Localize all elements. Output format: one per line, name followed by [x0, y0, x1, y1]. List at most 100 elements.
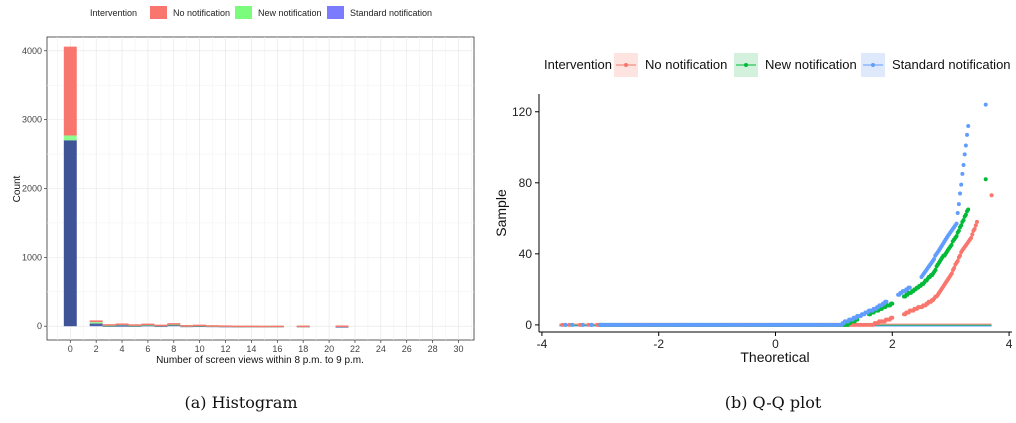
qq-point-no — [586, 322, 591, 327]
histogram-bar-no — [167, 323, 181, 325]
histogram-bar-std — [115, 325, 129, 327]
qq-point-std — [884, 299, 889, 304]
histogram-y-tick-label: 4000 — [22, 46, 42, 56]
qq-point-std — [954, 221, 959, 226]
qq-point-std — [589, 322, 594, 327]
histogram-bar-no — [270, 325, 284, 328]
qq-legend-label-new: New notification — [765, 57, 857, 72]
histogram-bar-no — [154, 324, 168, 327]
histogram-bar-std — [89, 323, 103, 327]
histogram-x-tick-label: 10 — [195, 344, 205, 354]
histogram-y-tick-label: 3000 — [22, 115, 42, 125]
histogram-bar-std — [63, 140, 77, 327]
qq-point-new — [954, 234, 959, 239]
histogram-legend-swatch-no — [150, 6, 167, 19]
qq-y-tick-label: 120 — [512, 105, 532, 119]
qq-point-no — [952, 266, 957, 271]
qq-y-axis-label: Sample — [493, 189, 509, 237]
qq-point-std — [959, 182, 964, 187]
histogram-y-tick-label: 2000 — [22, 184, 42, 194]
qq-legend-label-std: Standard notification — [892, 57, 1011, 72]
qq-point-std — [956, 202, 961, 207]
qq-point-std — [932, 257, 937, 262]
qq-point-std — [907, 285, 912, 290]
histogram-x-tick-label: 18 — [298, 344, 308, 354]
qq-point-std — [570, 322, 575, 327]
qq-legend-dot-no — [624, 63, 628, 67]
qq-x-tick-label: -4 — [537, 337, 548, 351]
qq-x-axis-label: Theoretical — [740, 349, 809, 365]
histogram-legend-swatch-std — [327, 6, 344, 19]
qq-point-new — [963, 212, 968, 217]
qq-point-no — [560, 322, 565, 327]
qq-legend-dot-std — [871, 63, 875, 67]
qq-point-new — [959, 223, 964, 228]
qq-point-no — [955, 258, 960, 263]
histogram-legend-swatch-new — [235, 6, 252, 19]
qq-point-no — [949, 271, 954, 276]
qq-y-tick-label: 80 — [519, 176, 533, 190]
qq-point-std — [563, 322, 568, 327]
histogram-x-tick-label: 22 — [350, 344, 360, 354]
histogram-x-tick-label: 30 — [453, 344, 463, 354]
histogram-x-tick-label: 0 — [68, 344, 73, 354]
qq-point-new — [949, 242, 954, 247]
histogram-bar-no — [206, 325, 220, 327]
histogram-legend: Intervention No notification New notific… — [90, 6, 432, 19]
qq-point-no — [989, 193, 994, 198]
qq-point-no — [577, 322, 582, 327]
histogram-caption: (a) Histogram — [184, 393, 297, 412]
histogram-bar-no — [141, 323, 155, 326]
qq-x-tick-label: 2 — [889, 337, 896, 351]
histogram-y-ticks: 0 1000 2000 3000 4000 — [22, 46, 47, 331]
qq-y-tick-label: 40 — [519, 247, 533, 261]
histogram-legend-title: Intervention — [90, 8, 137, 18]
qq-point-no — [958, 253, 963, 258]
qq-point-new — [956, 228, 961, 233]
qq-point-std — [580, 322, 585, 327]
histogram-y-tick-label: 1000 — [22, 252, 42, 262]
qq-legend-dot-new — [744, 63, 748, 67]
qq-point-std — [962, 152, 967, 157]
histogram-bar-new — [89, 322, 103, 324]
qq-caption: (b) Q-Q plot — [725, 393, 822, 412]
qq-legend: Intervention No notification New notific… — [544, 53, 1011, 77]
histogram-bar-no — [102, 324, 116, 326]
histogram-x-tick-label: 14 — [246, 344, 256, 354]
histogram-x-tick-label: 16 — [272, 344, 282, 354]
qq-x-ticks: -4 -2 0 2 4 — [537, 332, 1013, 351]
histogram-x-tick-label: 6 — [145, 344, 150, 354]
histogram-bar-no — [89, 320, 103, 323]
qq-y-tick-label: 0 — [525, 318, 532, 332]
histogram-bar-no — [180, 325, 194, 327]
qq-point-no — [973, 223, 978, 228]
histogram-legend-label-no: No notification — [173, 8, 230, 18]
histogram-bar-no — [232, 325, 245, 328]
qq-x-tick-label: 0 — [772, 337, 779, 351]
qq-point-std — [960, 171, 965, 176]
histogram-bar-no — [219, 325, 233, 327]
histogram-y-axis-label: Count — [12, 175, 23, 202]
qq-point-new — [983, 177, 988, 182]
histogram-x-axis-label: Number of screen views within 8 p.m. to … — [156, 355, 364, 366]
histogram-panel: Intervention No notification New notific… — [12, 6, 475, 412]
histogram-bar-no — [335, 325, 349, 327]
histogram-bar-new — [63, 135, 77, 141]
histogram-x-tick-label: 8 — [171, 344, 176, 354]
histogram-legend-label-new: New notification — [258, 8, 322, 18]
qq-point-new — [961, 218, 966, 223]
qq-point-std — [961, 163, 966, 168]
histogram-x-tick-label: 12 — [221, 344, 231, 354]
qq-point-std — [965, 132, 970, 137]
qq-point-new — [966, 207, 971, 212]
qq-point-new — [933, 267, 938, 272]
qq-point-std — [983, 102, 988, 107]
qq-point-no — [567, 322, 572, 327]
qq-x-tick-label: 4 — [1006, 337, 1013, 351]
histogram-x-tick-label: 28 — [428, 344, 438, 354]
histogram-x-tick-label: 24 — [376, 344, 386, 354]
histogram-bar-no — [128, 324, 142, 326]
qq-points — [560, 102, 994, 327]
histogram-x-tick-label: 26 — [402, 344, 412, 354]
histogram-bar-no — [115, 323, 129, 325]
